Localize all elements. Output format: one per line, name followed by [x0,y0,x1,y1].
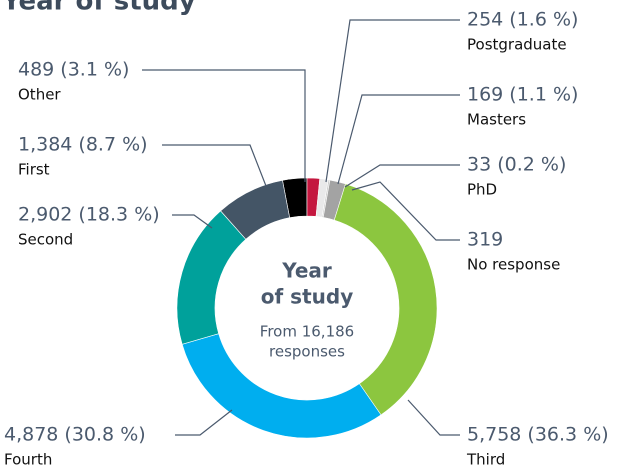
leader-line [162,144,267,187]
donut-segment [220,179,290,240]
leader-line [142,69,306,182]
value-label: 2,902 (18.3 %) [18,204,160,226]
center-subtitle: From 16,186 [260,323,354,341]
value-label: 1,384 (8.7 %) [18,134,148,156]
category-label: PhD [467,181,497,199]
value-label: 5,758 (36.3 %) [467,424,609,446]
value-label: 489 (3.1 %) [18,59,129,81]
category-label: Fourth [4,451,52,468]
chart-title: Year of study [1,0,196,17]
value-label: 169 (1.1 %) [467,84,578,106]
category-label: Second [18,231,73,249]
leader-line [337,94,460,185]
value-label: 254 (1.6 %) [467,9,578,31]
value-label: 33 (0.2 %) [467,154,566,176]
center-label: of study [261,285,353,309]
category-label: First [18,161,50,179]
leader-line [175,409,233,436]
value-label: 319 [467,229,503,251]
category-label: Masters [467,111,526,129]
leader-line [325,19,460,183]
center-subtitle: responses [269,343,345,361]
leader-line [407,399,460,436]
category-label: Postgraduate [467,36,567,54]
category-label: Other [18,86,61,104]
leader-line [351,181,460,241]
value-label: 4,878 (30.8 %) [4,424,146,446]
leader-line [172,214,213,229]
category-label: Third [466,451,505,468]
donut-segment [333,183,438,416]
leader-line [344,164,460,188]
donut-segment [176,210,247,345]
category-label: No response [467,256,560,274]
center-label: Year [281,259,332,283]
